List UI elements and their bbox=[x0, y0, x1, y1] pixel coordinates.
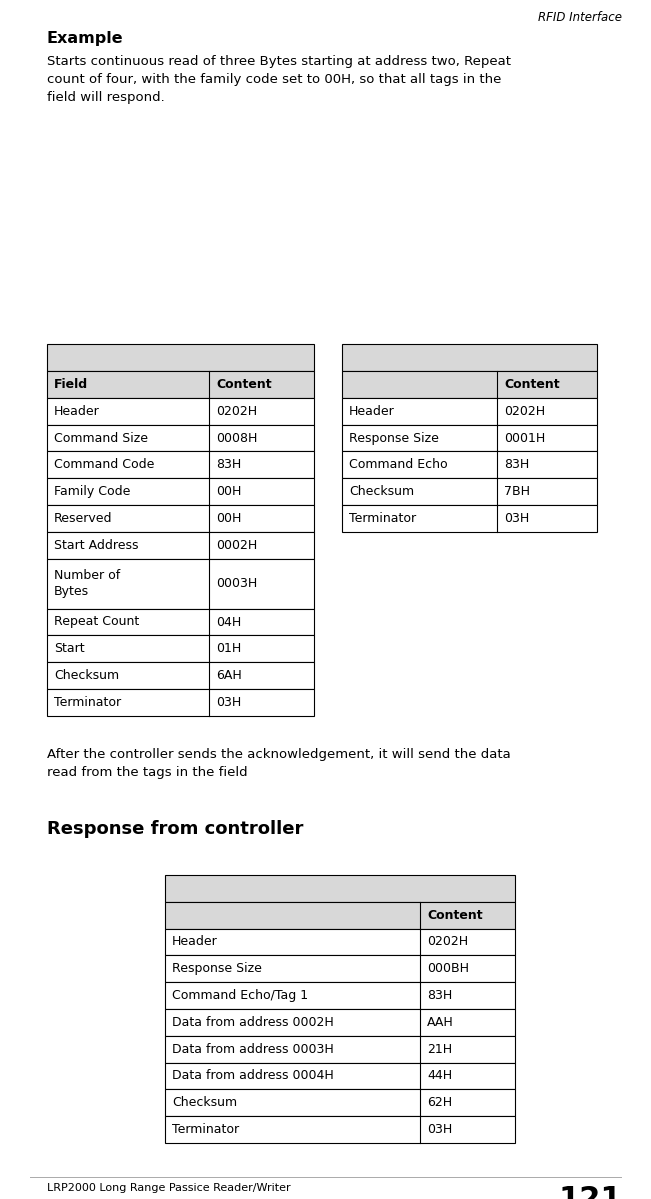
Text: 03H: 03H bbox=[427, 1123, 452, 1137]
Bar bbox=[47, 424, 314, 451]
Text: 0001H: 0001H bbox=[504, 432, 546, 445]
Bar bbox=[165, 1010, 515, 1036]
Text: Content: Content bbox=[427, 909, 482, 922]
Bar bbox=[47, 344, 314, 370]
Text: Command Size: Command Size bbox=[54, 432, 148, 445]
Text: 83H: 83H bbox=[504, 458, 529, 471]
Bar bbox=[165, 1116, 515, 1143]
Bar bbox=[47, 451, 314, 478]
Text: 04H: 04H bbox=[216, 615, 242, 628]
Text: 0202H: 0202H bbox=[216, 405, 257, 417]
Text: 121: 121 bbox=[559, 1185, 622, 1199]
Text: 21H: 21H bbox=[427, 1043, 452, 1055]
Text: Terminator: Terminator bbox=[54, 695, 121, 709]
Text: 44H: 44H bbox=[427, 1070, 452, 1083]
Text: 00H: 00H bbox=[216, 486, 242, 498]
Bar bbox=[342, 505, 597, 532]
Bar bbox=[47, 559, 314, 609]
Text: Terminator: Terminator bbox=[349, 512, 416, 525]
Text: Checksum: Checksum bbox=[172, 1096, 237, 1109]
Bar bbox=[165, 928, 515, 956]
Bar bbox=[47, 505, 314, 532]
Text: Repeat Count: Repeat Count bbox=[54, 615, 139, 628]
Text: 0003H: 0003H bbox=[216, 577, 257, 590]
Text: Example: Example bbox=[47, 31, 124, 46]
Text: Data from address 0002H: Data from address 0002H bbox=[172, 1016, 334, 1029]
Text: 0002H: 0002H bbox=[216, 538, 257, 552]
Text: Start Address: Start Address bbox=[54, 538, 139, 552]
Text: 7BH: 7BH bbox=[504, 486, 530, 498]
Text: AAH: AAH bbox=[427, 1016, 454, 1029]
Text: Content: Content bbox=[504, 378, 560, 391]
Text: Terminator: Terminator bbox=[172, 1123, 239, 1137]
Bar bbox=[342, 344, 597, 370]
Text: 000BH: 000BH bbox=[427, 963, 469, 975]
Text: Response Size: Response Size bbox=[349, 432, 439, 445]
Text: Header: Header bbox=[349, 405, 395, 417]
Bar bbox=[47, 662, 314, 689]
Text: Data from address 0004H: Data from address 0004H bbox=[172, 1070, 334, 1083]
Text: 6AH: 6AH bbox=[216, 669, 242, 682]
Text: RFID Interface: RFID Interface bbox=[538, 11, 622, 24]
Text: Response from controller: Response from controller bbox=[47, 820, 303, 838]
Text: Reserved: Reserved bbox=[54, 512, 113, 525]
Text: Response Size: Response Size bbox=[172, 963, 262, 975]
Text: 83H: 83H bbox=[427, 989, 452, 1002]
Bar bbox=[47, 398, 314, 424]
Bar bbox=[165, 902, 515, 928]
Bar bbox=[165, 982, 515, 1010]
Bar bbox=[165, 1036, 515, 1062]
Text: Checksum: Checksum bbox=[54, 669, 119, 682]
Text: Command Code: Command Code bbox=[54, 458, 154, 471]
Text: 0008H: 0008H bbox=[216, 432, 257, 445]
Text: Starts continuous read of three Bytes starting at address two, Repeat
count of f: Starts continuous read of three Bytes st… bbox=[47, 55, 511, 104]
Bar bbox=[47, 478, 314, 505]
Bar bbox=[47, 370, 314, 398]
Text: 62H: 62H bbox=[427, 1096, 452, 1109]
Text: Header: Header bbox=[54, 405, 100, 417]
Bar bbox=[342, 398, 597, 424]
Bar bbox=[165, 875, 515, 902]
Bar bbox=[47, 532, 314, 559]
Bar bbox=[342, 478, 597, 505]
Text: 83H: 83H bbox=[216, 458, 242, 471]
Bar bbox=[342, 424, 597, 451]
Bar bbox=[342, 451, 597, 478]
Text: Data from address 0003H: Data from address 0003H bbox=[172, 1043, 334, 1055]
Text: Command Echo/Tag 1: Command Echo/Tag 1 bbox=[172, 989, 308, 1002]
Text: Header: Header bbox=[172, 935, 217, 948]
Text: Number of
Bytes: Number of Bytes bbox=[54, 570, 120, 598]
Text: Content: Content bbox=[216, 378, 271, 391]
Bar bbox=[165, 956, 515, 982]
Text: Field: Field bbox=[54, 378, 88, 391]
Text: 0202H: 0202H bbox=[427, 935, 468, 948]
Text: 03H: 03H bbox=[216, 695, 242, 709]
Text: 01H: 01H bbox=[216, 643, 242, 656]
Bar bbox=[47, 635, 314, 662]
Text: 00H: 00H bbox=[216, 512, 242, 525]
Text: Start: Start bbox=[54, 643, 85, 656]
Bar bbox=[165, 1090, 515, 1116]
Text: Family Code: Family Code bbox=[54, 486, 130, 498]
Text: Checksum: Checksum bbox=[349, 486, 414, 498]
Text: Command Echo: Command Echo bbox=[349, 458, 448, 471]
Bar bbox=[342, 370, 597, 398]
Bar bbox=[165, 1062, 515, 1090]
Text: After the controller sends the acknowledgement, it will send the data
read from : After the controller sends the acknowled… bbox=[47, 748, 511, 779]
Text: LRP2000 Long Range Passice Reader/Writer: LRP2000 Long Range Passice Reader/Writer bbox=[47, 1183, 290, 1193]
Text: 0202H: 0202H bbox=[504, 405, 545, 417]
Bar bbox=[47, 609, 314, 635]
Text: 03H: 03H bbox=[504, 512, 529, 525]
Bar bbox=[47, 689, 314, 716]
